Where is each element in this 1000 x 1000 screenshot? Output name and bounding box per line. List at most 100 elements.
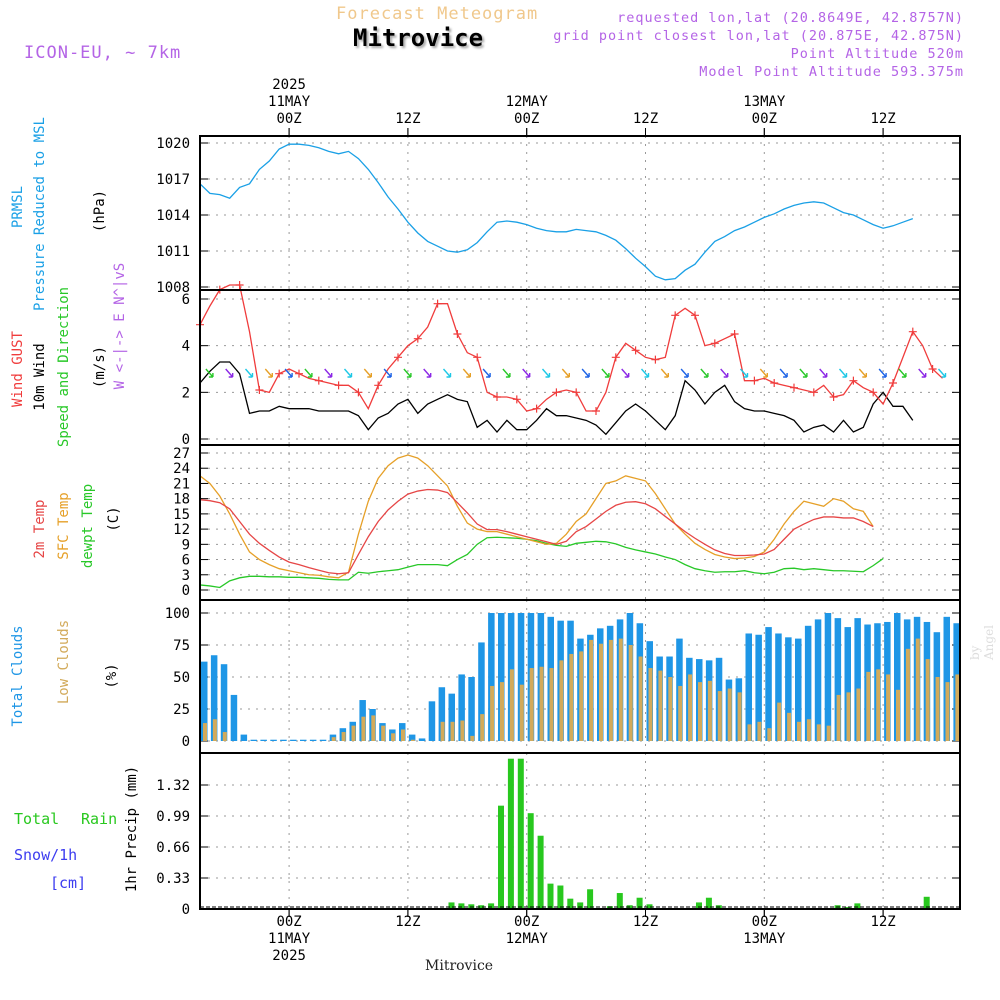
- cloud-bar-total: [478, 642, 485, 741]
- cloud-bar-total: [765, 627, 772, 741]
- y-tick-label: 25: [173, 702, 190, 718]
- cloud-bar-total: [201, 661, 208, 741]
- wind-direction-arrow: [918, 368, 927, 378]
- cloud-bar-total: [250, 739, 257, 741]
- y-tick-label: 1.32: [156, 778, 190, 794]
- wind-direction-arrow: [640, 368, 650, 378]
- gust-marker: [235, 281, 244, 289]
- cloud-bar-total: [894, 613, 901, 741]
- precip-bar: [923, 896, 930, 909]
- wind-direction-arrow: [343, 368, 353, 378]
- precip-bar: [606, 906, 613, 909]
- time-tick-label: 00Z: [514, 914, 540, 930]
- gust-marker: [275, 369, 284, 378]
- time-tick-label: 12Z: [870, 914, 896, 930]
- cloud-bar-low: [599, 643, 603, 741]
- cloud-bar-low: [480, 714, 485, 741]
- y-tick-label: 21: [173, 476, 190, 492]
- wind-direction-arrow: [383, 368, 392, 378]
- cloud-bar-low: [460, 720, 465, 741]
- precip-bar: [854, 903, 861, 909]
- cloud-bar-low: [470, 735, 475, 741]
- y-tick-label: 1017: [156, 172, 190, 188]
- precip-bar: [696, 902, 702, 909]
- time-tick-label: 13MAY: [743, 931, 786, 947]
- cloud-bar-low: [203, 723, 207, 741]
- wind-direction-arrow: [502, 368, 511, 378]
- cloud-bar-total: [210, 655, 218, 741]
- footer-location: Mitrovice: [425, 958, 494, 974]
- wind-direction-arrow: [700, 368, 709, 378]
- credit-watermark: by Angel: [968, 624, 996, 660]
- cloud-bar-low: [351, 725, 356, 741]
- label-percent-unit: (%): [104, 663, 120, 689]
- gust-marker: [374, 381, 383, 390]
- label-rain: Rain: [81, 810, 118, 828]
- wind-direction-arrow: [403, 368, 412, 378]
- y-tick-label: 27: [173, 446, 190, 462]
- label-total-clouds: Total Clouds: [10, 625, 26, 727]
- cloud-bar-low: [707, 680, 712, 741]
- time-tick-label: 12Z: [632, 914, 659, 930]
- cloud-bar-total: [498, 613, 505, 741]
- time-tick-label: 12Z: [870, 111, 896, 127]
- precip-bar: [636, 897, 643, 909]
- product-title: Forecast Meteogram: [336, 4, 539, 24]
- cloud-bar-total: [290, 739, 297, 741]
- cloud-bar-low: [618, 638, 623, 741]
- cloud-bar-total: [418, 738, 426, 741]
- wind-direction-arrow: [739, 368, 749, 378]
- gust-marker: [710, 339, 719, 348]
- time-tick-label: 12MAY: [505, 931, 548, 947]
- cloud-bar-total: [280, 739, 287, 741]
- cloud-bar-total: [834, 618, 842, 741]
- gust-marker: [809, 388, 818, 397]
- y-tick-label: 1014: [156, 208, 190, 224]
- cloud-bar-low: [668, 677, 673, 741]
- cloud-bar-total: [458, 674, 465, 741]
- model-altitude: Model Point Altitude 593.375m: [699, 64, 964, 80]
- cloud-bar-low: [579, 651, 584, 741]
- y-tick-label: 6: [182, 292, 190, 308]
- cloud-bar-low: [559, 660, 564, 741]
- cloud-bar-low: [787, 712, 792, 741]
- precip-bar: [527, 813, 534, 909]
- precip-bar: [547, 883, 554, 909]
- cloud-bar-low: [935, 677, 940, 741]
- series-line-dewpt-temp: [199, 536, 884, 589]
- panel-frame-wind: [199, 289, 961, 446]
- cloud-bar-low: [509, 669, 514, 741]
- wind-direction-arrow: [858, 368, 867, 378]
- cloud-bar-low: [391, 733, 396, 741]
- cloud-bar-total: [408, 734, 416, 741]
- cloud-bar-total: [755, 634, 762, 741]
- cloud-bar-low: [361, 716, 366, 741]
- gust-marker: [552, 388, 561, 397]
- grid-coords: grid point closest lon,lat (20.875E, 42.…: [553, 28, 964, 44]
- cloud-bar-low: [816, 724, 821, 741]
- cloud-bar-total: [319, 739, 327, 741]
- cloud-bar-total: [438, 687, 446, 741]
- time-tick-label: 12Z: [395, 914, 421, 930]
- cloud-bar-total: [517, 613, 525, 741]
- gust-marker: [750, 376, 759, 385]
- cloud-bar-low: [806, 719, 811, 741]
- y-tick-label: 2: [182, 385, 190, 401]
- cloud-bar-total: [220, 664, 228, 741]
- cloud-bar-total: [270, 739, 277, 741]
- cloud-bar-total: [428, 701, 436, 741]
- y-tick-label: 100: [165, 606, 190, 622]
- label-cm-unit: [cm]: [50, 874, 87, 892]
- label-dewpt-temp: dewpt Temp: [80, 483, 96, 569]
- cloud-bar-low: [341, 732, 346, 741]
- cloud-bar-low: [826, 725, 831, 741]
- cloud-bar-low: [371, 715, 376, 741]
- precip-bar: [448, 902, 455, 909]
- wind-direction-arrow: [442, 368, 452, 378]
- y-tick-label: 15: [173, 507, 190, 523]
- gust-marker: [433, 299, 442, 308]
- wind-direction-arrow: [601, 368, 610, 378]
- cloud-bar-low: [490, 685, 495, 741]
- cloud-bar-low: [678, 685, 683, 741]
- wind-direction-arrow: [541, 368, 551, 378]
